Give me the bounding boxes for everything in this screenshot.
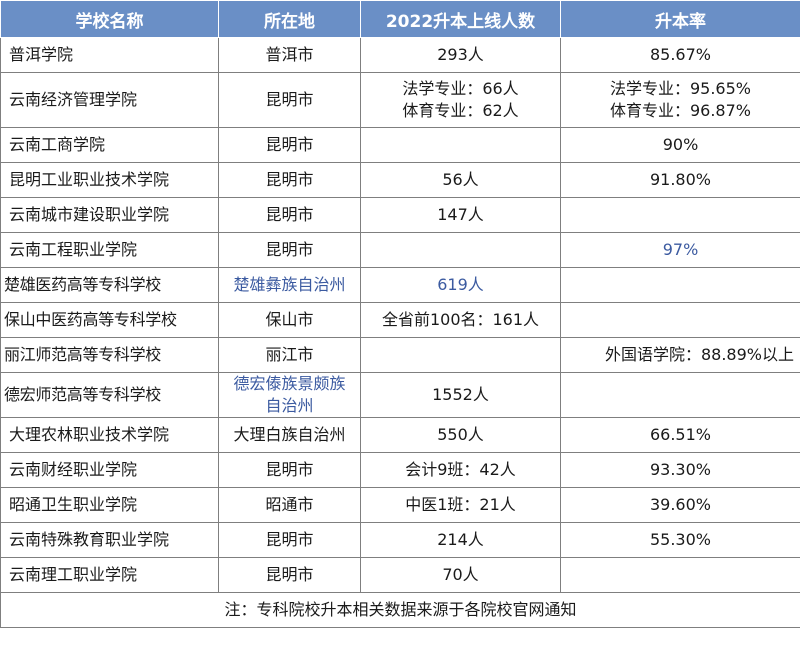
cell-rate: 55.30%	[560, 522, 800, 558]
header-location: 所在地	[218, 0, 361, 38]
cell-location: 昆明市	[218, 557, 361, 593]
upgrade-stats-table: 学校名称 所在地 2022升本上线人数 升本率 普洱学院 普洱市 293人 85…	[0, 0, 800, 628]
count-line: 体育专业：62人	[402, 101, 519, 120]
count-line: 法学专业：66人	[402, 79, 519, 98]
footer-row: 注：专科院校升本相关数据来源于各院校官网通知	[0, 592, 800, 628]
cell-count: 70人	[360, 557, 561, 593]
cell-rate: 66.51%	[560, 417, 800, 453]
header-count: 2022升本上线人数	[360, 0, 561, 38]
cell-location: 楚雄彝族自治州	[218, 267, 361, 303]
cell-location: 大理白族自治州	[218, 417, 361, 453]
cell-count: 619人	[360, 267, 561, 303]
cell-location: 昆明市	[218, 162, 361, 198]
rate-line: 法学专业：95.65%	[609, 79, 751, 98]
cell-rate	[560, 372, 800, 418]
cell-location: 昆明市	[218, 197, 361, 233]
cell-school: 云南理工职业学院	[0, 557, 219, 593]
cell-count: 147人	[360, 197, 561, 233]
table-row: 云南理工职业学院 昆明市 70人	[0, 557, 800, 593]
cell-count: 全省前100名：161人	[360, 302, 561, 338]
header-school: 学校名称	[0, 0, 219, 38]
cell-count: 1552人	[360, 372, 561, 418]
cell-school: 云南城市建设职业学院	[0, 197, 219, 233]
cell-rate: 97%	[560, 232, 800, 268]
cell-count: 293人	[360, 37, 561, 73]
table-row: 云南工程职业学院 昆明市 97%	[0, 232, 800, 268]
cell-location: 昆明市	[218, 232, 361, 268]
cell-rate: 91.80%	[560, 162, 800, 198]
table-row: 云南经济管理学院 昆明市 法学专业：66人 体育专业：62人 法学专业：95.6…	[0, 72, 800, 128]
cell-location: 德宏傣族景颇族 自治州	[218, 372, 361, 418]
cell-rate: 外国语学院：88.89%以上	[560, 337, 800, 373]
table-row: 德宏师范高等专科学校 德宏傣族景颇族 自治州 1552人	[0, 372, 800, 418]
cell-location: 昭通市	[218, 487, 361, 523]
table-row: 云南财经职业学院 昆明市 会计9班：42人 93.30%	[0, 452, 800, 488]
cell-rate: 90%	[560, 127, 800, 163]
cell-school: 楚雄医药高等专科学校	[0, 267, 219, 303]
table-row: 楚雄医药高等专科学校 楚雄彝族自治州 619人	[0, 267, 800, 303]
table-row: 昭通卫生职业学院 昭通市 中医1班：21人 39.60%	[0, 487, 800, 523]
table-row: 大理农林职业技术学院 大理白族自治州 550人 66.51%	[0, 417, 800, 453]
header-rate: 升本率	[560, 0, 800, 38]
cell-location: 保山市	[218, 302, 361, 338]
cell-location: 昆明市	[218, 127, 361, 163]
cell-location: 普洱市	[218, 37, 361, 73]
table-row: 云南城市建设职业学院 昆明市 147人	[0, 197, 800, 233]
cell-count	[360, 127, 561, 163]
cell-rate	[560, 197, 800, 233]
table-row: 丽江师范高等专科学校 丽江市 外国语学院：88.89%以上	[0, 337, 800, 373]
cell-count	[360, 232, 561, 268]
table-row: 保山中医药高等专科学校 保山市 全省前100名：161人	[0, 302, 800, 338]
cell-school: 保山中医药高等专科学校	[0, 302, 219, 338]
cell-location: 昆明市	[218, 72, 361, 128]
cell-school: 云南经济管理学院	[0, 72, 219, 128]
table-row: 云南特殊教育职业学院 昆明市 214人 55.30%	[0, 522, 800, 558]
cell-school: 德宏师范高等专科学校	[0, 372, 219, 418]
location-line: 自治州	[265, 396, 314, 415]
table-row: 云南工商学院 昆明市 90%	[0, 127, 800, 163]
location-line: 德宏傣族景颇族	[233, 374, 346, 393]
cell-location: 丽江市	[218, 337, 361, 373]
cell-school: 云南财经职业学院	[0, 452, 219, 488]
cell-count: 56人	[360, 162, 561, 198]
cell-count: 中医1班：21人	[360, 487, 561, 523]
header-row: 学校名称 所在地 2022升本上线人数 升本率	[0, 0, 800, 38]
cell-rate: 39.60%	[560, 487, 800, 523]
cell-school: 云南特殊教育职业学院	[0, 522, 219, 558]
cell-count: 会计9班：42人	[360, 452, 561, 488]
cell-school: 普洱学院	[0, 37, 219, 73]
cell-rate: 法学专业：95.65% 体育专业：96.87%	[560, 72, 800, 128]
cell-count: 550人	[360, 417, 561, 453]
cell-rate	[560, 557, 800, 593]
cell-rate: 93.30%	[560, 452, 800, 488]
cell-school: 昭通卫生职业学院	[0, 487, 219, 523]
table-row: 普洱学院 普洱市 293人 85.67%	[0, 37, 800, 73]
cell-school: 云南工商学院	[0, 127, 219, 163]
cell-count	[360, 337, 561, 373]
cell-rate	[560, 267, 800, 303]
cell-location: 昆明市	[218, 522, 361, 558]
cell-school: 丽江师范高等专科学校	[0, 337, 219, 373]
table-row: 昆明工业职业技术学院 昆明市 56人 91.80%	[0, 162, 800, 198]
cell-school: 云南工程职业学院	[0, 232, 219, 268]
footer-note: 注：专科院校升本相关数据来源于各院校官网通知	[0, 592, 800, 628]
cell-school: 昆明工业职业技术学院	[0, 162, 219, 198]
rate-line: 体育专业：96.87%	[609, 101, 751, 120]
cell-count: 法学专业：66人 体育专业：62人	[360, 72, 561, 128]
cell-school: 大理农林职业技术学院	[0, 417, 219, 453]
cell-rate: 85.67%	[560, 37, 800, 73]
cell-count: 214人	[360, 522, 561, 558]
cell-rate	[560, 302, 800, 338]
cell-location: 昆明市	[218, 452, 361, 488]
